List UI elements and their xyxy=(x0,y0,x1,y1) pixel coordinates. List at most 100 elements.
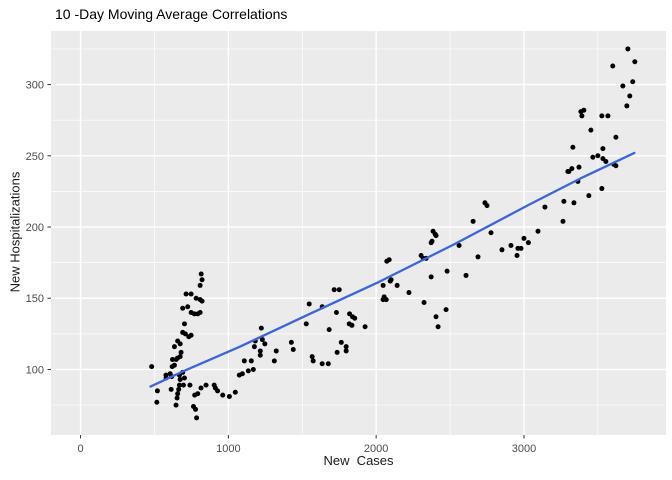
data-point xyxy=(576,164,582,170)
data-point xyxy=(257,352,263,358)
data-point xyxy=(571,200,577,206)
data-point xyxy=(197,309,203,315)
x-axis-title: New Cases xyxy=(323,453,394,468)
data-point xyxy=(535,228,541,234)
data-point xyxy=(251,344,257,350)
data-point xyxy=(241,358,247,364)
data-point xyxy=(177,376,183,382)
data-point xyxy=(394,282,400,288)
data-point xyxy=(421,300,427,306)
data-point xyxy=(232,389,238,395)
data-point xyxy=(352,315,358,321)
data-point xyxy=(590,154,596,160)
data-point xyxy=(174,395,180,401)
x-tick-label: 3000 xyxy=(512,443,536,455)
data-point xyxy=(630,79,636,85)
data-point xyxy=(181,321,187,327)
data-point xyxy=(386,257,392,263)
data-point xyxy=(273,348,279,354)
data-point xyxy=(338,339,344,345)
data-point xyxy=(343,348,349,354)
data-point xyxy=(579,113,585,119)
data-point xyxy=(188,332,194,338)
data-point xyxy=(620,83,626,89)
data-point xyxy=(271,358,277,364)
data-point xyxy=(257,348,263,354)
data-point xyxy=(175,391,181,397)
data-point xyxy=(259,337,265,343)
data-point xyxy=(435,324,441,330)
data-point xyxy=(149,364,155,370)
data-point xyxy=(627,93,633,99)
data-point xyxy=(470,218,476,224)
data-point xyxy=(508,243,514,249)
y-tick-label: 300 xyxy=(26,80,44,92)
data-point xyxy=(488,230,494,236)
data-point xyxy=(613,134,619,140)
data-point xyxy=(194,415,200,421)
data-point xyxy=(239,371,245,377)
data-point xyxy=(605,113,611,119)
data-point xyxy=(262,341,268,347)
data-point xyxy=(199,298,205,304)
data-point xyxy=(600,146,606,152)
data-point xyxy=(336,287,342,293)
data-point xyxy=(569,166,575,172)
trend-line xyxy=(149,151,636,388)
y-tick-label: 250 xyxy=(26,151,44,163)
data-point xyxy=(203,382,209,388)
data-point xyxy=(177,341,183,347)
data-point xyxy=(250,366,256,372)
data-point xyxy=(180,305,186,311)
data-point xyxy=(198,271,204,277)
data-point xyxy=(484,203,490,209)
data-point xyxy=(343,344,349,350)
data-point xyxy=(325,361,331,367)
data-point xyxy=(521,235,527,241)
data-point xyxy=(362,324,368,330)
data-point xyxy=(542,204,548,210)
data-point xyxy=(443,307,449,313)
data-point xyxy=(456,243,462,249)
data-point xyxy=(193,406,199,412)
data-point xyxy=(290,347,296,353)
data-point xyxy=(181,375,187,381)
scatter-plot-canvas: 0 1000 2000 3000 100 150 200 250 300 xyxy=(26,31,666,455)
data-point xyxy=(193,295,199,301)
data-point xyxy=(588,127,594,133)
data-point xyxy=(586,193,592,199)
data-point xyxy=(560,218,566,224)
data-point xyxy=(595,153,601,159)
data-point xyxy=(525,240,531,246)
data-point xyxy=(258,325,264,331)
data-point xyxy=(177,354,183,360)
data-point xyxy=(444,268,450,274)
data-point xyxy=(226,394,232,400)
data-point xyxy=(613,163,619,169)
data-point xyxy=(173,402,179,408)
data-point xyxy=(182,331,188,337)
data-point xyxy=(561,198,567,204)
data-point xyxy=(288,339,294,345)
data-point xyxy=(603,158,609,164)
data-point xyxy=(171,344,177,350)
data-point xyxy=(499,247,505,253)
data-point xyxy=(169,356,175,362)
data-point xyxy=(171,362,177,368)
data-point xyxy=(610,63,616,69)
data-point xyxy=(183,291,189,297)
data-point xyxy=(570,144,576,150)
data-point xyxy=(625,46,631,52)
data-point xyxy=(187,382,193,388)
x-tick-label: 1000 xyxy=(216,443,240,455)
data-point xyxy=(333,309,339,315)
data-point xyxy=(195,391,201,397)
data-point xyxy=(581,107,587,113)
data-point xyxy=(306,301,312,307)
data-point xyxy=(463,272,469,278)
data-point xyxy=(309,354,315,360)
data-point xyxy=(188,291,194,297)
data-point xyxy=(428,240,434,246)
data-point xyxy=(303,321,309,327)
data-point xyxy=(176,382,182,388)
